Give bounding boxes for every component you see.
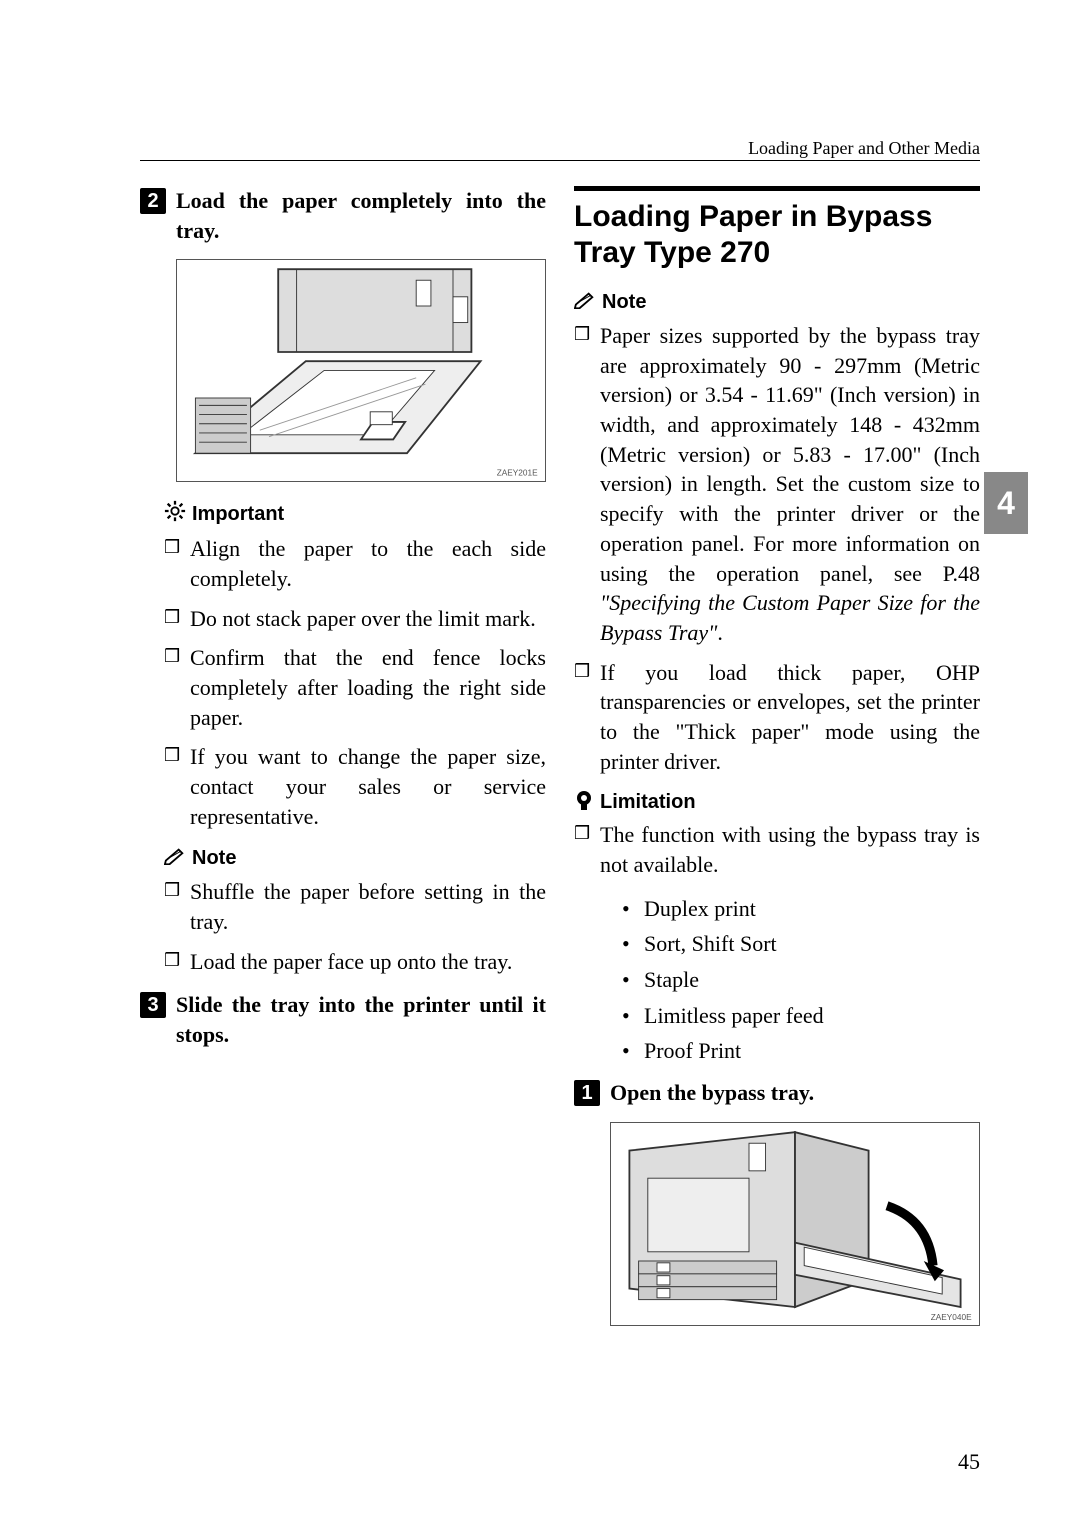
list-item: The function with using the bypass tray …: [574, 820, 980, 879]
step-2: 2 Load the paper completely into the tra…: [140, 186, 546, 245]
limitation-bullets: Duplex print Sort, Shift Sort Staple Lim…: [622, 894, 980, 1066]
list-item: Align the paper to the each side complet…: [164, 534, 546, 593]
limitation-label: Limitation: [600, 791, 696, 814]
list-item: Load the paper face up onto the tray.: [164, 947, 546, 977]
limitation-label-row: Limitation: [574, 790, 980, 814]
note-list: Shuffle the paper before setting in the …: [164, 877, 546, 976]
gear-icon: [164, 500, 186, 528]
step-text: Open the bypass tray.: [610, 1078, 814, 1108]
note-label: Note: [602, 291, 646, 314]
running-head: Loading Paper and Other Media: [748, 138, 980, 159]
chapter-tab: 4: [984, 472, 1028, 534]
step-1-right: 1 Open the bypass tray.: [574, 1078, 980, 1108]
important-label-row: Important: [164, 500, 546, 528]
list-item: Duplex print: [622, 894, 980, 924]
list-item: Limitless paper feed: [622, 1001, 980, 1031]
svg-text:ZAEY040E: ZAEY040E: [931, 1313, 972, 1322]
pencil-icon: [574, 289, 596, 315]
section-rule: [574, 186, 980, 191]
limitation-list: The function with using the bypass tray …: [574, 820, 980, 879]
step-text: Load the paper completely into the tray.: [176, 186, 546, 245]
note-text-italic: "Specifying the Custom Paper Size for th…: [600, 590, 980, 645]
bypass-tray-illustration: ZAEY040E: [610, 1122, 980, 1326]
step-3: 3 Slide the tray into the printer until …: [140, 990, 546, 1049]
list-item: Proof Print: [622, 1036, 980, 1066]
step-text: Slide the tray into the printer until it…: [176, 990, 546, 1049]
list-item: Confirm that the end fence locks complet…: [164, 643, 546, 732]
note-list-right: Paper sizes supported by the bypass tray…: [574, 321, 980, 776]
bulb-icon: [574, 790, 594, 814]
step-number-icon: 2: [140, 188, 166, 214]
pencil-icon: [164, 845, 186, 871]
note-label-row: Note: [164, 845, 546, 871]
note-label-row: Note: [574, 289, 980, 315]
left-column: 2 Load the paper completely into the tra…: [140, 186, 546, 1344]
note-label: Note: [192, 847, 236, 870]
svg-text:ZAEY201E: ZAEY201E: [497, 469, 538, 478]
list-item: Staple: [622, 965, 980, 995]
important-list: Align the paper to the each side complet…: [164, 534, 546, 831]
section-title: Loading Paper in Bypass Tray Type 270: [574, 199, 980, 271]
step-number-icon: 3: [140, 992, 166, 1018]
step-number-icon: 1: [574, 1080, 600, 1106]
list-item: If you want to change the paper size, co…: [164, 742, 546, 831]
page-number: 45: [958, 1449, 980, 1475]
list-item: Paper sizes supported by the bypass tray…: [574, 321, 980, 648]
right-column: Loading Paper in Bypass Tray Type 270 No…: [574, 186, 980, 1344]
tray-illustration: ZAEY201E: [176, 259, 546, 482]
list-item: If you load thick paper, OHP transparenc…: [574, 658, 980, 777]
list-item: Sort, Shift Sort: [622, 929, 980, 959]
header-rule: [140, 160, 980, 161]
content-columns: 2 Load the paper completely into the tra…: [140, 186, 980, 1344]
note-text-suffix: .: [717, 620, 723, 645]
list-item: Do not stack paper over the limit mark.: [164, 604, 546, 634]
important-label: Important: [192, 503, 284, 526]
note-text-prefix: Paper sizes supported by the bypass tray…: [600, 323, 980, 586]
list-item: Shuffle the paper before setting in the …: [164, 877, 546, 936]
